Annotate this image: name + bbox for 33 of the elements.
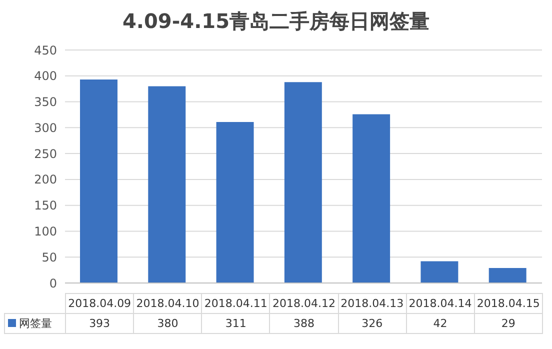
y-tick-label: 100 (34, 224, 57, 238)
legend-label: 网签量 (4, 314, 66, 334)
data-label: 29 (474, 314, 542, 334)
y-tick-label: 250 (34, 146, 57, 161)
x-tick-label: 2018.04.10 (134, 294, 202, 314)
y-tick-label: 300 (34, 120, 57, 135)
x-tick-label: 2018.04.09 (66, 294, 134, 314)
y-tick-label: 200 (34, 172, 57, 187)
y-tick-label: 450 (34, 43, 57, 58)
bar (148, 86, 186, 283)
y-tick-label: 400 (34, 69, 57, 84)
x-tick-label: 2018.04.12 (270, 294, 338, 314)
data-label: 388 (270, 314, 338, 334)
x-tick-label: 2018.04.13 (338, 294, 406, 314)
x-tick-label: 2018.04.11 (202, 294, 270, 314)
data-label: 326 (338, 314, 406, 334)
y-tick-label: 0 (49, 276, 57, 290)
bar (488, 268, 526, 283)
bar (216, 122, 254, 283)
bar (352, 114, 390, 283)
y-tick-label: 50 (42, 250, 57, 264)
y-tick-label: 150 (34, 198, 57, 213)
bar (284, 82, 322, 283)
x-tick-label: 2018.04.15 (474, 294, 542, 314)
bar (420, 261, 458, 283)
data-label: 311 (202, 314, 270, 334)
x-tick-label: 2018.04.14 (406, 294, 474, 314)
data-label: 42 (406, 314, 474, 334)
y-tick-label: 350 (34, 95, 57, 110)
data-label: 393 (66, 314, 134, 334)
chart-title: 4.09-4.15青岛二手房每日网签量 (122, 8, 430, 35)
bar (80, 80, 118, 283)
data-label: 380 (134, 314, 202, 334)
